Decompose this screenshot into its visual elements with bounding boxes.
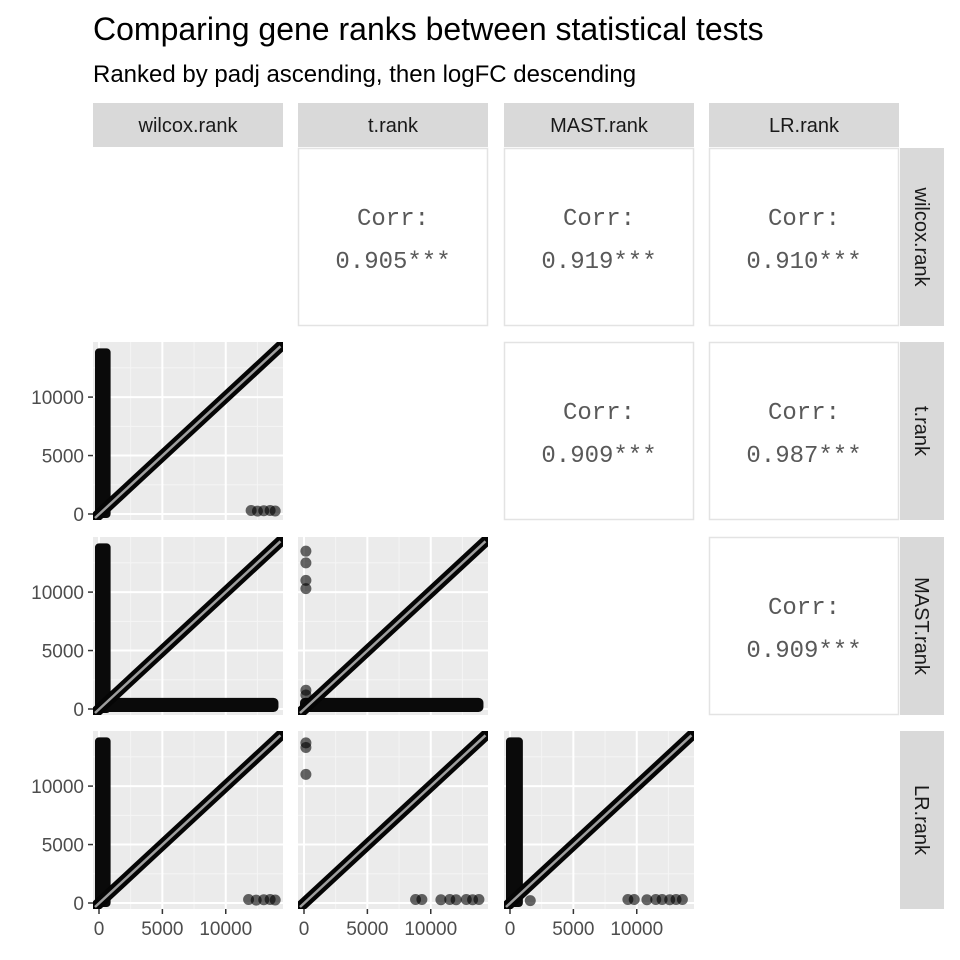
x-tick-label: 10000 (610, 919, 663, 940)
data-point (300, 689, 312, 701)
scatter-panel-t.rank-vs-MAST.rank (298, 537, 488, 715)
data-point (628, 893, 640, 905)
strip-right-label-LR.rank: LR.rank (910, 785, 932, 856)
data-point (300, 557, 312, 569)
strip-top-wilcox.rank (93, 103, 283, 147)
scatter-panel-wilcox.rank-vs-t.rank (93, 342, 283, 520)
data-point (300, 574, 312, 586)
data-point (269, 894, 281, 906)
data-point (269, 505, 281, 517)
data-point (676, 893, 688, 905)
corr-panel (708, 147, 900, 327)
data-point (300, 742, 312, 754)
point-band-vertical (506, 737, 523, 907)
scatter-panel-wilcox.rank-vs-MAST.rank (93, 537, 283, 715)
x-tick-label: 10000 (199, 919, 252, 940)
point-band-vertical (95, 543, 111, 713)
corr-panel (503, 341, 695, 521)
corr-label: Corr: (768, 595, 840, 622)
y-tick-label: 0 (73, 700, 84, 721)
corr-value: 0.909*** (746, 638, 861, 665)
scatter-panel-t.rank-vs-LR.rank (298, 731, 488, 909)
strip-right-label-MAST.rank: MAST.rank (910, 577, 932, 676)
data-point (524, 895, 536, 907)
y-tick-label: 5000 (42, 447, 84, 468)
strip-top-MAST.rank (504, 103, 694, 147)
diagonal-highlight (505, 734, 693, 908)
corr-label: Corr: (768, 400, 840, 427)
strip-top-label-LR.rank: LR.rank (769, 115, 840, 137)
corr-value: 0.909*** (541, 443, 656, 470)
y-tick-label: 10000 (31, 583, 84, 604)
data-point (435, 894, 447, 906)
y-tick-label: 0 (73, 894, 84, 915)
corr-label: Corr: (563, 400, 635, 427)
y-tick-label: 5000 (42, 642, 84, 663)
chart-subtitle: Ranked by padj ascending, then logFC des… (93, 61, 636, 88)
scatter-panel-wilcox.rank-vs-LR.rank (93, 731, 283, 909)
point-band-vertical (95, 348, 111, 518)
chart-title: Comparing gene ranks between statistical… (93, 11, 764, 47)
strip-top-t.rank (298, 103, 488, 147)
diagonal-highlight (299, 734, 487, 908)
x-tick-label: 10000 (404, 919, 457, 940)
strip-right-t.rank (900, 342, 944, 520)
x-tick-label: 0 (505, 919, 516, 940)
point-band-horizontal (95, 697, 279, 712)
strip-right-wilcox.rank (900, 148, 944, 326)
data-point (450, 894, 462, 906)
x-tick-label: 0 (94, 919, 105, 940)
diagonal-highlight (299, 540, 487, 714)
corr-panel (708, 536, 900, 716)
corr-label: Corr: (357, 206, 429, 233)
strip-right-label-wilcox.rank: wilcox.rank (910, 187, 932, 288)
data-point (300, 545, 312, 557)
data-point (300, 583, 312, 595)
corr-value: 0.905*** (335, 249, 450, 276)
corr-value: 0.919*** (541, 249, 656, 276)
y-tick-label: 5000 (42, 836, 84, 857)
corr-panel (708, 341, 900, 521)
strip-top-label-MAST.rank: MAST.rank (550, 115, 649, 137)
y-tick-label: 10000 (31, 777, 84, 798)
diagonal-highlight (94, 345, 282, 519)
x-tick-label: 5000 (552, 919, 594, 940)
point-band-vertical (95, 737, 111, 907)
strip-top-LR.rank (709, 103, 899, 147)
y-tick-label: 10000 (31, 388, 84, 409)
corr-panel (297, 147, 489, 327)
corr-value: 0.910*** (746, 249, 861, 276)
data-point (416, 893, 428, 905)
strip-right-MAST.rank (900, 537, 944, 715)
corr-panel (503, 147, 695, 327)
panel-grid: wilcox.rank t.rank MAST.rank LR.rank wilcox.… (31, 103, 944, 940)
x-tick-label: 0 (299, 919, 310, 940)
strip-top-label-wilcox.rank: wilcox.rank (138, 115, 239, 137)
y-tick-label: 0 (73, 505, 84, 526)
diagonal-highlight (94, 540, 282, 714)
x-tick-label: 5000 (141, 919, 183, 940)
diagonal-highlight (94, 734, 282, 908)
scatter-panel-MAST.rank-vs-LR.rank (504, 731, 694, 909)
corr-label: Corr: (563, 206, 635, 233)
data-point (641, 894, 653, 906)
corr-label: Corr: (768, 206, 840, 233)
corr-value: 0.987*** (746, 443, 861, 470)
strip-right-label-t.rank: t.rank (910, 406, 932, 457)
x-tick-label: 5000 (346, 919, 388, 940)
data-point (473, 893, 485, 905)
strip-top-label-t.rank: t.rank (368, 115, 419, 137)
strip-right-LR.rank (900, 731, 944, 909)
point-band-horizontal (300, 697, 484, 712)
data-point (300, 768, 312, 780)
